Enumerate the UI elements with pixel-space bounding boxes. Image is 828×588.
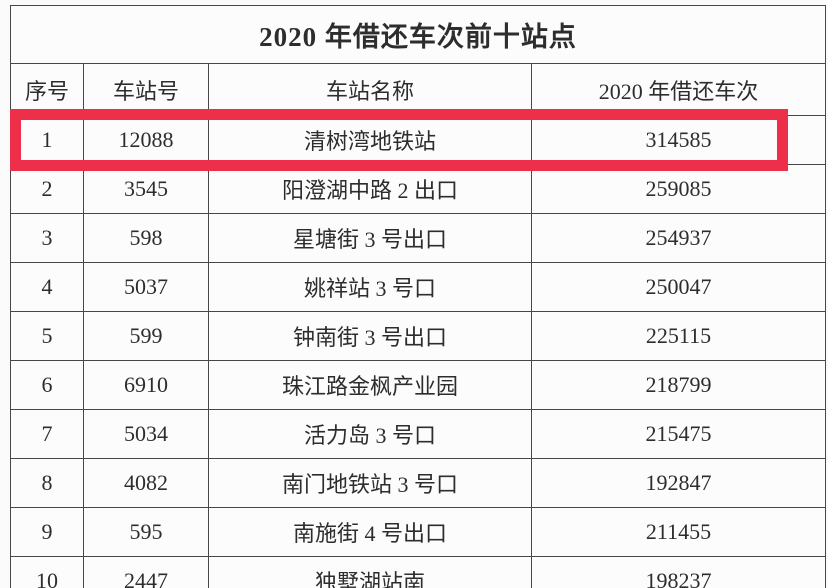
table-row-8: 8 4082 南门地铁站 3 号口 192847 xyxy=(10,458,826,508)
cell-station-name: 星塘街 3 号出口 xyxy=(208,213,532,263)
table-row-1: 1 12088 清树湾地铁站 314585 xyxy=(10,115,826,165)
column-header-station-id: 车站号 xyxy=(83,63,209,116)
cell-station-id: 595 xyxy=(83,507,209,557)
table-row-10: 10 2447 独墅湖站南 198237 xyxy=(10,556,826,588)
table-row-9: 9 595 南施街 4 号出口 211455 xyxy=(10,507,826,557)
table-row-6: 6 6910 珠江路金枫产业园 218799 xyxy=(10,360,826,410)
cell-index: 4 xyxy=(10,262,84,312)
header-row: 序号 车站号 车站名称 2020 年借还车次 xyxy=(10,63,826,116)
cell-station-name: 钟南街 3 号出口 xyxy=(208,311,532,361)
cell-index: 6 xyxy=(10,360,84,410)
cell-station-id: 2447 xyxy=(83,556,209,588)
cell-station-name: 独墅湖站南 xyxy=(208,556,532,588)
title-row: 2020 年借还车次前十站点 xyxy=(10,5,826,64)
cell-station-id: 599 xyxy=(83,311,209,361)
cell-trips: 192847 xyxy=(531,458,826,508)
column-header-station-name: 车站名称 xyxy=(208,63,532,116)
cell-index: 9 xyxy=(10,507,84,557)
table-row-5: 5 599 钟南街 3 号出口 225115 xyxy=(10,311,826,361)
cell-station-id: 598 xyxy=(83,213,209,263)
cell-trips: 254937 xyxy=(531,213,826,263)
cell-trips: 259085 xyxy=(531,164,826,214)
cell-trips: 314585 xyxy=(531,115,826,165)
cell-station-id: 12088 xyxy=(83,115,209,165)
cell-station-name: 清树湾地铁站 xyxy=(208,115,532,165)
cell-station-name: 珠江路金枫产业园 xyxy=(208,360,532,410)
column-header-trips: 2020 年借还车次 xyxy=(531,63,826,116)
cell-station-id: 3545 xyxy=(83,164,209,214)
cell-station-name: 南施街 4 号出口 xyxy=(208,507,532,557)
cell-trips: 218799 xyxy=(531,360,826,410)
cell-station-name: 阳澄湖中路 2 出口 xyxy=(208,164,532,214)
table-row-2: 2 3545 阳澄湖中路 2 出口 259085 xyxy=(10,164,826,214)
cell-trips: 215475 xyxy=(531,409,826,459)
table-row-4: 4 5037 姚祥站 3 号口 250047 xyxy=(10,262,826,312)
cell-index: 7 xyxy=(10,409,84,459)
table-row-7: 7 5034 活力岛 3 号口 215475 xyxy=(10,409,826,459)
top-stations-table: 2020 年借还车次前十站点 序号 车站号 车站名称 2020 年借还车次 1 … xyxy=(10,5,826,588)
cell-index: 10 xyxy=(10,556,84,588)
cell-trips: 250047 xyxy=(531,262,826,312)
cell-index: 1 xyxy=(10,115,84,165)
cell-index: 8 xyxy=(10,458,84,508)
cell-station-name: 南门地铁站 3 号口 xyxy=(208,458,532,508)
cell-index: 5 xyxy=(10,311,84,361)
cell-station-name: 活力岛 3 号口 xyxy=(208,409,532,459)
cell-trips: 198237 xyxy=(531,556,826,588)
cell-station-id: 5037 xyxy=(83,262,209,312)
cell-trips: 225115 xyxy=(531,311,826,361)
cell-station-name: 姚祥站 3 号口 xyxy=(208,262,532,312)
column-header-index: 序号 xyxy=(10,63,84,116)
cell-station-id: 4082 xyxy=(83,458,209,508)
cell-trips: 211455 xyxy=(531,507,826,557)
cell-index: 2 xyxy=(10,164,84,214)
cell-station-id: 6910 xyxy=(83,360,209,410)
table-row-3: 3 598 星塘街 3 号出口 254937 xyxy=(10,213,826,263)
cell-index: 3 xyxy=(10,213,84,263)
table-title: 2020 年借还车次前十站点 xyxy=(10,5,826,64)
cell-station-id: 5034 xyxy=(83,409,209,459)
